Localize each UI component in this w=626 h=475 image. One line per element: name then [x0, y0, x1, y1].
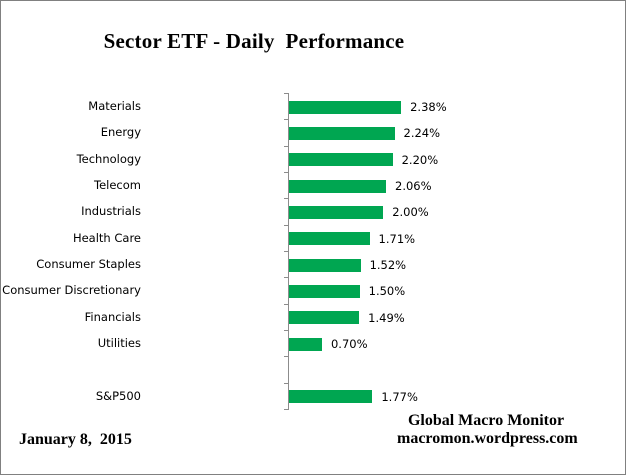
axis-tick: [284, 251, 289, 252]
value-label: 1.71%: [378, 231, 416, 246]
value-label: 1.52%: [369, 258, 407, 273]
footer-source: Global Macro Monitor macromon.wordpress.…: [397, 412, 578, 448]
axis-tick: [284, 225, 289, 226]
category-label: Consumer Staples: [36, 257, 141, 272]
footer-date: January 8, 2015: [19, 431, 132, 448]
value-label: 2.24%: [403, 126, 441, 141]
value-label: 2.06%: [395, 179, 432, 194]
bar: [289, 126, 395, 140]
bar: [289, 179, 387, 193]
value-label: 1.50%: [368, 284, 406, 299]
axis-tick: [284, 119, 289, 120]
value-label: 2.20%: [401, 152, 439, 167]
value-label: 2.00%: [392, 205, 429, 220]
bar: [289, 100, 402, 114]
bar: [289, 284, 360, 298]
plot-area: Materials 2.38% Energy 2.24% Technology 2.20%…: [1, 93, 625, 410]
value-label: 2.38%: [410, 100, 447, 115]
axis-tick: [284, 172, 289, 173]
category-label: Financials: [84, 309, 141, 324]
category-label: Technology: [76, 151, 141, 166]
axis-tick: [284, 304, 289, 305]
bar: [289, 205, 384, 219]
category-label: Consumer Discretionary: [2, 283, 141, 298]
bar: [289, 337, 322, 351]
category-label: Utilities: [97, 336, 141, 351]
bar: [289, 258, 361, 272]
footer-source-name: Global Macro Monitor: [407, 412, 565, 429]
axis-tick: [284, 383, 289, 384]
value-label: 1.77%: [381, 389, 418, 404]
category-label: Materials: [88, 99, 141, 114]
axis-tick: [284, 93, 289, 94]
axis-tick: [284, 277, 289, 278]
axis-tick: [284, 330, 289, 331]
category-label: Energy: [100, 125, 141, 140]
bar: [289, 232, 370, 246]
value-label: 1.49%: [368, 310, 405, 325]
axis-tick: [284, 409, 289, 410]
category-label: S&P500: [95, 388, 141, 403]
footer-source-url: macromon.wordpress.com: [397, 430, 578, 447]
bar: [289, 153, 393, 167]
axis-tick: [284, 356, 289, 357]
category-label: Health Care: [72, 230, 141, 245]
axis-tick: [284, 198, 289, 199]
value-label: 0.70%: [330, 337, 368, 352]
axis-tick: [284, 146, 289, 147]
category-label: Telecom: [94, 178, 141, 193]
bar: [289, 311, 360, 325]
chart-title: Sector ETF - Daily Performance: [103, 29, 405, 53]
category-label: Industrials: [81, 204, 141, 219]
bar: [289, 390, 373, 404]
